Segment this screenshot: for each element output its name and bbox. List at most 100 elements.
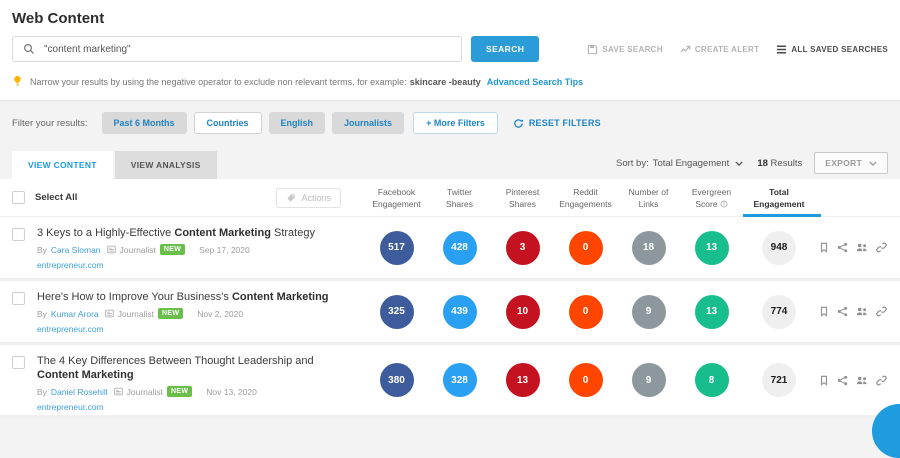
share-icon[interactable] — [837, 375, 848, 386]
menu-icon — [776, 44, 787, 55]
bookmark-icon[interactable] — [819, 306, 829, 317]
page-title: Web Content — [12, 10, 105, 27]
publish-date: Sep 17, 2020 — [199, 244, 250, 255]
sort-by-label: Sort by: — [615, 157, 649, 169]
select-all[interactable]: Select All — [12, 191, 77, 204]
author-link[interactable]: Daniel Rosehill — [50, 386, 108, 397]
save-icon — [587, 44, 598, 55]
filter-chip-journalists[interactable]: Journalists — [332, 112, 405, 134]
column-number-of-links[interactable]: Number of Links — [628, 186, 669, 209]
filter-band: Filter your results: Past 6 Months Count… — [0, 100, 900, 179]
save-search-button[interactable]: SAVE SEARCH — [587, 44, 663, 55]
chevron-down-icon — [869, 160, 877, 166]
facebook-engagement-value: 517 — [379, 230, 414, 265]
reddit-engagements-value: 0 — [568, 363, 603, 397]
bookmark-icon[interactable] — [819, 242, 829, 253]
row-checkbox[interactable] — [12, 228, 25, 241]
share-icon[interactable] — [837, 306, 848, 317]
reset-icon — [513, 118, 524, 129]
link-icon[interactable] — [876, 306, 887, 317]
pinterest-shares-value: 13 — [505, 363, 540, 397]
number-of-links-value: 9 — [631, 363, 666, 397]
link-icon[interactable] — [876, 375, 887, 386]
domain-link[interactable]: entrepreneur.com — [37, 260, 104, 270]
twitter-shares-value: 439 — [442, 294, 477, 329]
pinterest-shares-value: 3 — [505, 230, 540, 265]
newspaper-icon — [113, 387, 123, 396]
sort-by-dropdown[interactable]: Total Engagement — [653, 158, 744, 169]
article-title[interactable]: 3 Keys to a Highly-Effective Content Mar… — [37, 227, 315, 239]
info-icon[interactable] — [720, 200, 728, 208]
column-facebook-engagement[interactable]: Facebook Engagement — [372, 186, 421, 209]
table-row: 3 Keys to a Highly-Effective Content Mar… — [0, 217, 900, 281]
publish-date: Nov 13, 2020 — [206, 386, 257, 397]
all-saved-searches-button[interactable]: ALL SAVED SEARCHES — [776, 44, 888, 55]
column-evergreen-score[interactable]: Evergreen Score — [691, 186, 732, 209]
search-button[interactable]: SEARCH — [471, 36, 540, 62]
column-total-engagement[interactable]: Total Engagement — [753, 186, 805, 209]
tab-view-analysis[interactable]: VIEW ANALYSIS — [114, 151, 217, 179]
search-input[interactable] — [44, 43, 451, 55]
column-twitter-shares[interactable]: Twitter Shares — [446, 186, 473, 209]
reset-filters-button[interactable]: RESET FILTERS — [513, 118, 601, 129]
bookmark-icon[interactable] — [819, 375, 829, 386]
number-of-links-value: 18 — [631, 230, 666, 265]
select-all-checkbox[interactable] — [12, 191, 25, 204]
number-of-links-value: 9 — [631, 294, 666, 329]
lightbulb-icon — [12, 75, 23, 88]
more-filters-button[interactable]: + More Filters — [413, 112, 498, 134]
tab-view-content[interactable]: VIEW CONTENT — [12, 151, 113, 179]
chevron-down-icon — [735, 160, 743, 166]
total-engagement-value: 948 — [762, 230, 796, 265]
filter-chip-countries[interactable]: Countries — [193, 112, 262, 134]
evergreen-score-value: 13 — [694, 294, 729, 329]
domain-link[interactable]: entrepreneur.com — [37, 402, 104, 412]
tag-icon — [286, 193, 296, 203]
link-icon[interactable] — [876, 242, 887, 253]
actions-button[interactable]: Actions — [276, 187, 341, 208]
column-pinterest-shares[interactable]: Pinterest Shares — [505, 186, 540, 209]
sort-indicator-underline — [743, 214, 821, 217]
pinterest-shares-value: 10 — [505, 294, 540, 329]
new-badge: NEW — [167, 386, 193, 397]
author-link[interactable]: Kumar Arora — [50, 308, 99, 319]
tip-text: Narrow your results by using the negativ… — [30, 76, 407, 87]
new-badge: NEW — [158, 308, 184, 319]
table-header-row: Select All Actions Facebook Engagement Tw… — [0, 179, 900, 217]
newspaper-icon — [104, 309, 114, 318]
export-button[interactable]: EXPORT — [814, 152, 888, 174]
advanced-search-tips-link[interactable]: Advanced Search Tips — [486, 76, 584, 87]
article-byline: By Daniel Rosehill Journalist NEW Nov 13… — [37, 386, 257, 397]
article-byline: By Cara Sloman Journalist NEW Sep 17, 20… — [37, 244, 250, 255]
users-icon[interactable] — [856, 375, 868, 386]
users-icon[interactable] — [856, 242, 868, 253]
users-icon[interactable] — [856, 306, 868, 317]
search-box[interactable] — [12, 36, 462, 62]
row-checkbox[interactable] — [12, 356, 25, 369]
trend-icon — [680, 44, 691, 55]
filter-chip-language[interactable]: English — [268, 112, 326, 134]
domain-link[interactable]: entrepreneur.com — [37, 324, 104, 334]
newspaper-icon — [106, 245, 116, 254]
twitter-shares-value: 428 — [442, 230, 477, 265]
twitter-shares-value: 328 — [442, 363, 477, 397]
share-icon[interactable] — [837, 242, 848, 253]
column-reddit-engagements[interactable]: Reddit Engagements — [559, 186, 612, 209]
facebook-engagement-value: 325 — [379, 294, 414, 329]
article-title[interactable]: Here's How to Improve Your Business's Co… — [37, 291, 329, 303]
publish-date: Nov 2, 2020 — [197, 308, 244, 319]
evergreen-score-value: 13 — [694, 230, 729, 265]
new-badge: NEW — [159, 244, 186, 255]
article-title[interactable]: The 4 Key Differences Between Thought Le… — [37, 355, 314, 381]
filter-chip-date[interactable]: Past 6 Months — [101, 112, 187, 134]
total-engagement-value: 721 — [762, 363, 796, 397]
reddit-engagements-value: 0 — [568, 230, 603, 265]
filter-label: Filter your results: — [12, 117, 88, 129]
tip-example: skincare -beauty — [409, 76, 481, 87]
row-checkbox[interactable] — [12, 292, 25, 305]
author-link[interactable]: Cara Sloman — [50, 244, 101, 255]
results-count: 18 Results — [757, 157, 803, 169]
reddit-engagements-value: 0 — [568, 294, 603, 329]
evergreen-score-value: 8 — [694, 363, 729, 397]
create-alert-button[interactable]: CREATE ALERT — [680, 44, 760, 55]
